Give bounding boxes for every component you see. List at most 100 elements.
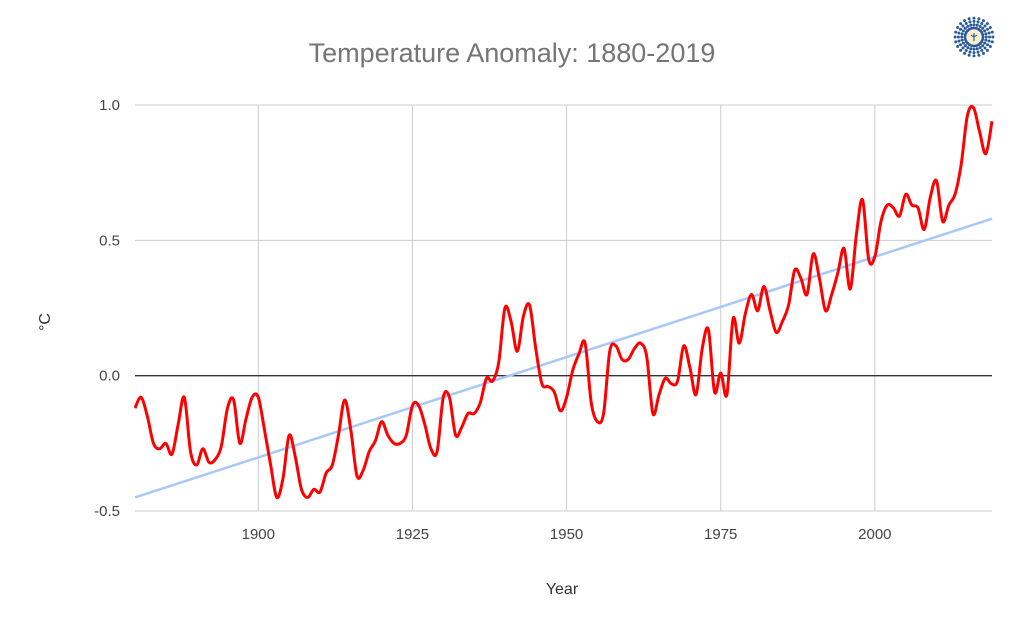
- x-tick-label: 1950: [550, 526, 583, 543]
- chart-title: Temperature Anomaly: 1880-2019: [309, 38, 716, 68]
- data-point: [177, 423, 180, 426]
- data-point: [991, 120, 994, 123]
- grid: [135, 104, 992, 512]
- logo-dot: [974, 44, 978, 48]
- data-point: [540, 382, 543, 385]
- data-point: [331, 463, 334, 466]
- logo-dot: [956, 44, 960, 48]
- data-point: [460, 426, 463, 429]
- logo-dot: [959, 48, 963, 52]
- data-point: [454, 434, 457, 437]
- logo-dot: [968, 50, 972, 54]
- data-point: [904, 193, 907, 196]
- data-point: [917, 206, 920, 209]
- data-point: [978, 131, 981, 134]
- logo-dot: [975, 23, 979, 27]
- data-point: [947, 204, 950, 207]
- data-point: [473, 412, 476, 415]
- data-point: [220, 445, 223, 448]
- data-point: [448, 396, 451, 399]
- data-point: [306, 496, 309, 499]
- logo-dot: [980, 21, 984, 25]
- sunburst-logo-icon: [953, 16, 995, 58]
- data-point: [528, 304, 531, 307]
- logo-dot: [963, 37, 967, 41]
- data-point: [263, 428, 266, 431]
- logo-dot: [981, 44, 985, 48]
- data-point: [195, 463, 198, 466]
- logo-dot: [983, 24, 987, 28]
- logo-dot: [987, 31, 991, 35]
- x-tick-label: 1975: [704, 526, 737, 543]
- data-point: [516, 350, 519, 353]
- data-point: [886, 204, 889, 207]
- data-point: [713, 390, 716, 393]
- logo-figure: [970, 33, 978, 41]
- data-point: [584, 342, 587, 345]
- logo-dot: [990, 40, 994, 44]
- logo-dot: [964, 49, 968, 53]
- data-point: [214, 458, 217, 461]
- logo-dot: [986, 43, 990, 47]
- data-point: [466, 412, 469, 415]
- logo-dot: [969, 47, 973, 51]
- data-point: [392, 442, 395, 445]
- logo-dot: [958, 27, 962, 31]
- data-point: [880, 220, 883, 223]
- logo-dot: [960, 35, 964, 39]
- data-point: [639, 342, 642, 345]
- data-point: [553, 390, 556, 393]
- data-point: [676, 380, 679, 383]
- data-point: [300, 488, 303, 491]
- logo-dot: [959, 22, 963, 26]
- x-tick-label: 1900: [242, 526, 275, 543]
- y-tick-label: -0.5: [94, 503, 120, 520]
- data-point: [134, 407, 137, 410]
- logo-dot: [967, 53, 971, 57]
- logo-dot: [981, 35, 985, 39]
- logo-dot: [976, 20, 980, 24]
- data-point: [417, 404, 420, 407]
- data-point: [411, 404, 414, 407]
- logo-dot: [978, 24, 982, 28]
- logo-dot: [981, 33, 985, 37]
- logo-dot: [963, 51, 967, 55]
- data-point: [824, 309, 827, 312]
- data-point: [442, 396, 445, 399]
- data-point: [836, 271, 839, 274]
- series-line: [133, 105, 994, 500]
- data-point: [602, 412, 605, 415]
- data-point: [855, 233, 858, 236]
- data-point: [405, 434, 408, 437]
- data-point: [281, 477, 284, 480]
- data-point: [954, 193, 957, 196]
- data-point: [429, 447, 432, 450]
- data-point: [577, 353, 580, 356]
- data-point: [596, 420, 599, 423]
- data-point: [627, 358, 630, 361]
- logo-dot: [972, 23, 976, 27]
- logo-dot: [954, 30, 958, 34]
- logo-dot: [988, 26, 992, 30]
- logo-dot: [961, 24, 965, 28]
- data-point: [288, 434, 291, 437]
- data-point: [756, 309, 759, 312]
- data-point: [941, 220, 944, 223]
- logo-dot: [963, 35, 967, 39]
- tick-labels: 1900 1925 1950 1975 2000 1.0 0.5 0.0 -0.5: [94, 97, 891, 543]
- logo-dot: [970, 26, 974, 30]
- data-point: [867, 258, 870, 261]
- data-point: [849, 288, 852, 291]
- data-point: [725, 393, 728, 396]
- data-point: [614, 344, 617, 347]
- data-point: [374, 439, 377, 442]
- data-point: [207, 461, 210, 464]
- data-point: [522, 315, 525, 318]
- logo-dot: [963, 26, 967, 30]
- logo-dot: [964, 21, 968, 25]
- logo-dot: [981, 51, 985, 55]
- data-point: [226, 407, 229, 410]
- logo-dot: [957, 39, 961, 43]
- data-point: [343, 399, 346, 402]
- logo-dot: [961, 41, 965, 45]
